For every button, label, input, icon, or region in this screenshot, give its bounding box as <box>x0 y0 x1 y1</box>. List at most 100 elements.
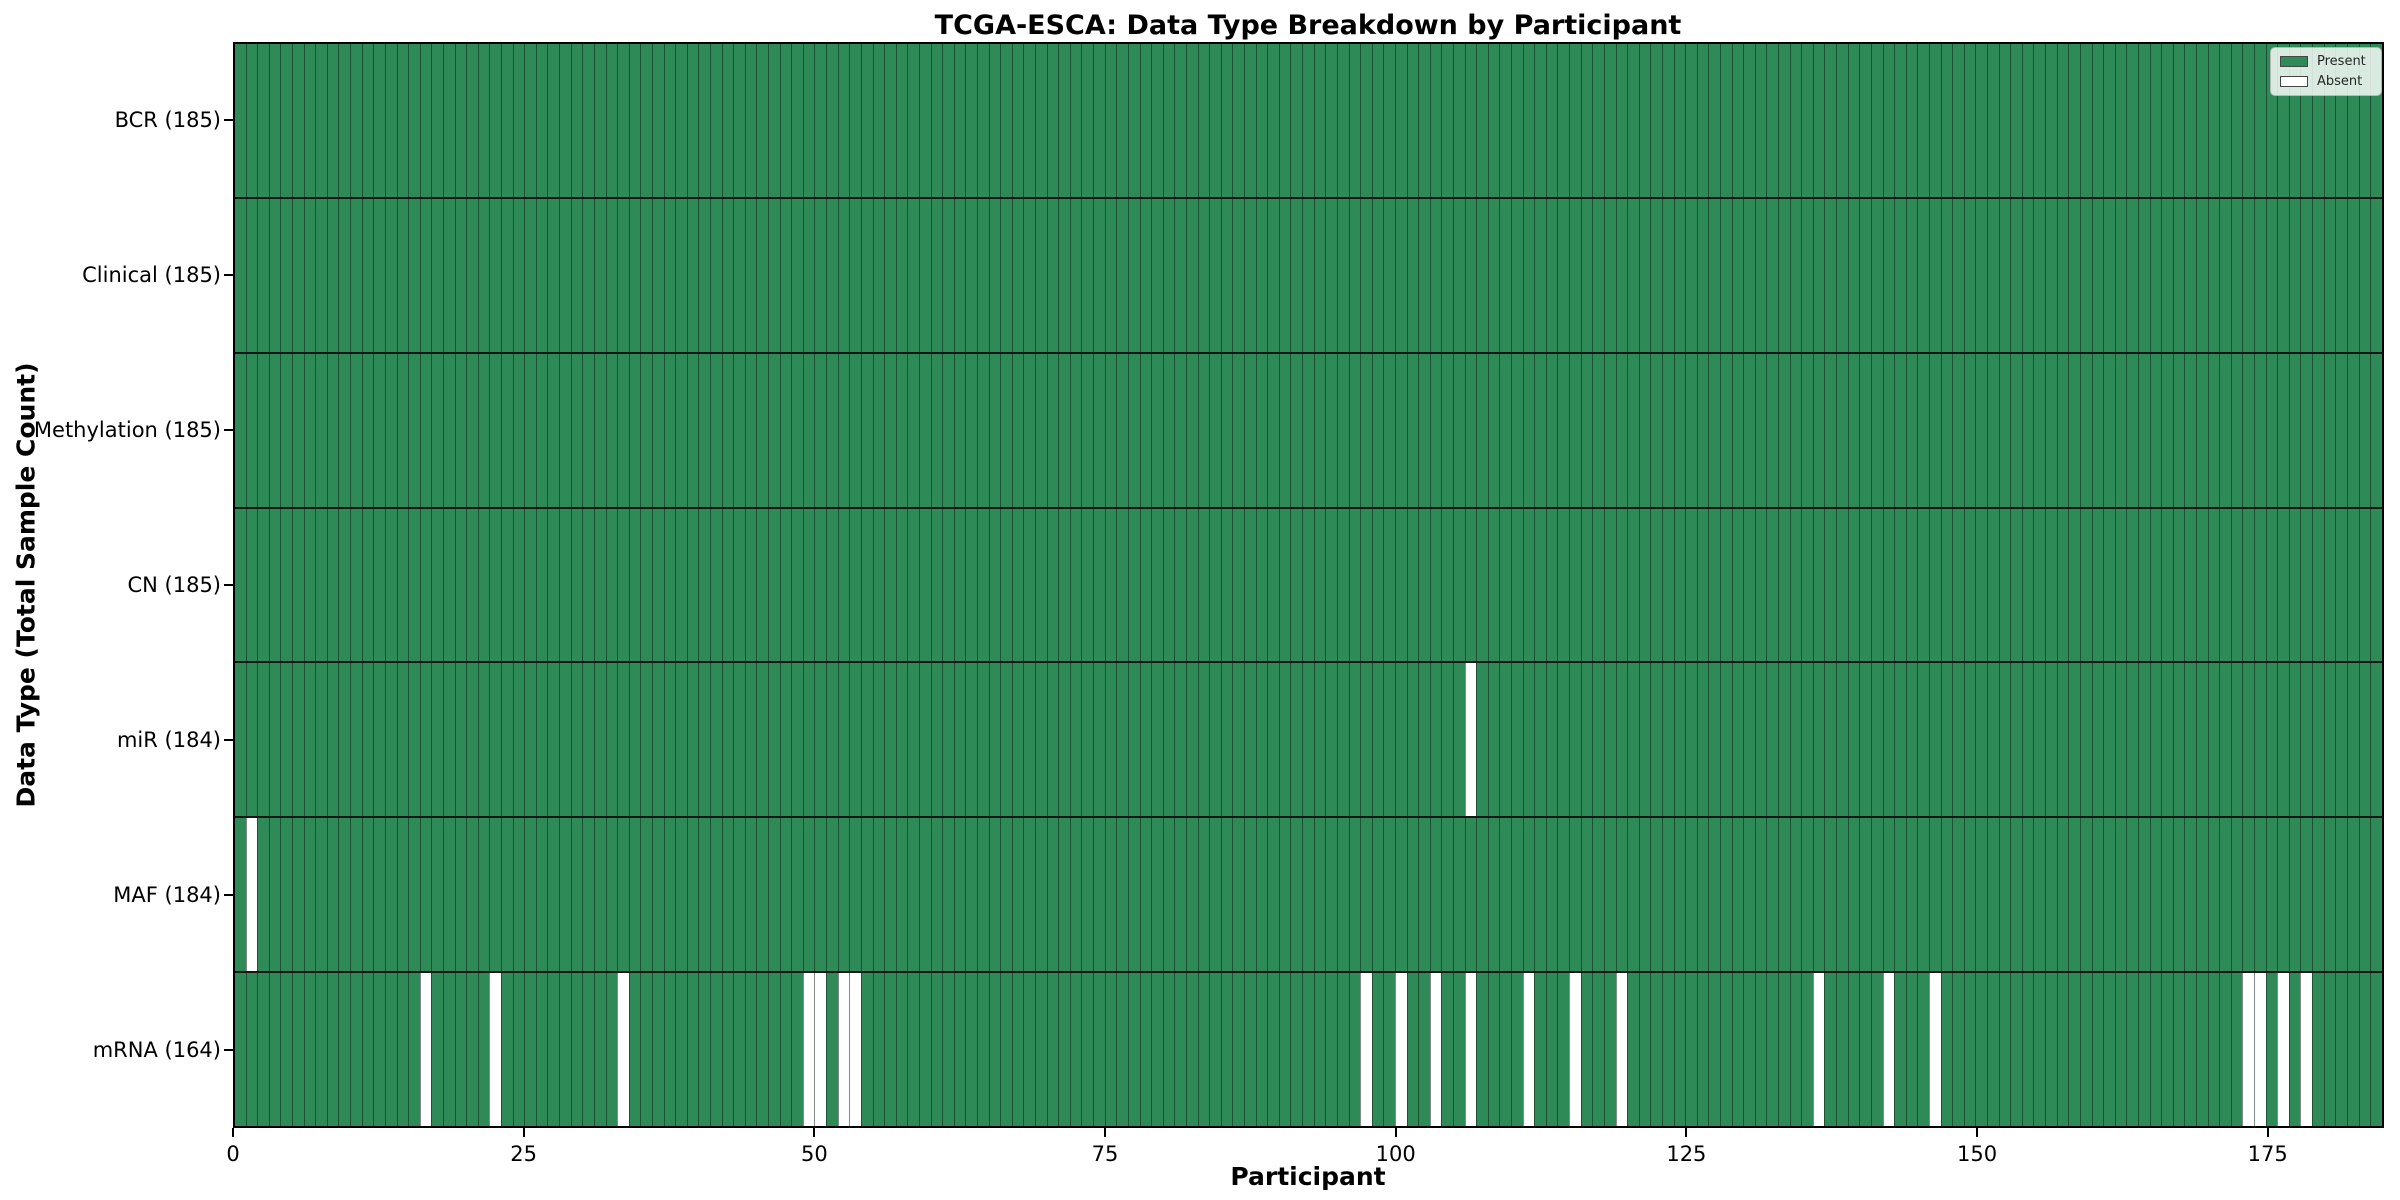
present-cell <box>640 44 652 197</box>
present-cell <box>709 818 722 972</box>
present-cell <box>1905 198 1918 352</box>
present-cell <box>640 818 652 972</box>
present-cell <box>1151 44 1163 197</box>
present-cell <box>1975 508 1988 662</box>
present-cell <box>235 198 246 352</box>
present-cell <box>350 818 362 972</box>
present-cell <box>698 508 710 662</box>
present-cell <box>1499 198 1512 352</box>
present-cell <box>918 818 931 972</box>
present-cell <box>466 353 478 507</box>
present-cell <box>1696 973 1709 1127</box>
present-cell <box>1336 44 1349 197</box>
present-cell <box>1011 818 1024 972</box>
present-cell <box>2323 44 2336 197</box>
present-cell <box>872 508 885 662</box>
present-cell <box>2079 353 2092 507</box>
present-cell <box>1557 44 1570 197</box>
present-cell <box>1325 44 1337 197</box>
present-cell <box>1197 818 1210 972</box>
present-cell <box>570 44 583 197</box>
present-cell <box>1685 44 1697 197</box>
present-cell <box>512 198 525 352</box>
present-cell <box>593 44 606 197</box>
present-cell <box>1638 818 1651 972</box>
present-cell <box>1812 353 1825 507</box>
heatmap-row-BCR <box>235 44 2382 199</box>
heatmap-row-Clinical <box>235 198 2382 354</box>
present-cell <box>396 44 409 197</box>
present-cell <box>698 353 710 507</box>
present-cell <box>907 818 919 972</box>
present-cell <box>2184 198 2196 352</box>
present-cell <box>1836 508 1848 662</box>
present-cell <box>1185 973 1198 1127</box>
present-cell <box>1836 818 1848 972</box>
present-cell <box>2021 973 2034 1127</box>
present-cell <box>2195 973 2208 1127</box>
present-cell <box>1452 353 1465 507</box>
present-cell <box>988 353 1001 507</box>
present-cell <box>1116 663 1128 817</box>
present-cell <box>1209 198 1221 352</box>
present-cell <box>1139 508 1152 662</box>
absent-cell <box>245 818 258 972</box>
present-cell <box>535 663 548 817</box>
present-cell <box>1011 353 1024 507</box>
heatmap-row-Methylation <box>235 353 2382 509</box>
present-cell <box>1522 508 1535 662</box>
present-cell <box>1905 818 1918 972</box>
present-cell <box>1058 508 1070 662</box>
present-cell <box>953 973 966 1127</box>
present-cell <box>768 818 780 972</box>
present-cell <box>1603 508 1616 662</box>
present-cell <box>1511 973 1523 1127</box>
present-cell <box>1162 198 1175 352</box>
present-cell <box>698 973 710 1127</box>
present-cell <box>582 353 594 507</box>
present-cell <box>454 818 467 972</box>
present-cell <box>651 818 664 972</box>
present-cell <box>1870 973 1883 1127</box>
present-cell <box>1069 818 1082 972</box>
present-cell <box>315 973 327 1127</box>
present-cell <box>1557 508 1570 662</box>
present-cell <box>918 44 931 197</box>
present-cell <box>2277 198 2289 352</box>
present-cell <box>547 44 560 197</box>
absent-cell <box>2300 973 2313 1127</box>
present-cell <box>1476 198 1488 352</box>
present-cell <box>1615 44 1628 197</box>
present-cell <box>1720 44 1732 197</box>
present-cell <box>2207 508 2220 662</box>
absent-cell <box>1464 973 1477 1127</box>
present-cell <box>1627 353 1639 507</box>
present-cell <box>1870 44 1883 197</box>
present-cell <box>907 508 919 662</box>
present-cell <box>2126 508 2138 662</box>
present-cell <box>1963 508 1976 662</box>
present-cell <box>1011 508 1024 662</box>
present-cell <box>280 44 293 197</box>
absent-cell <box>1882 973 1895 1127</box>
x-tick-mark <box>232 1128 234 1137</box>
present-cell <box>2126 44 2138 197</box>
present-cell <box>268 353 281 507</box>
present-cell <box>1023 44 1036 197</box>
present-cell <box>826 198 838 352</box>
present-cell <box>1778 198 1790 352</box>
present-cell <box>733 818 745 972</box>
present-cell <box>907 44 919 197</box>
present-cell <box>1104 973 1117 1127</box>
present-cell <box>860 198 873 352</box>
present-cell <box>1766 818 1779 972</box>
x-tick-label-75: 75 <box>1091 1142 1119 1166</box>
present-cell <box>1731 973 1744 1127</box>
present-cell <box>2161 353 2173 507</box>
present-cell <box>350 508 362 662</box>
present-cell <box>733 198 745 352</box>
present-cell <box>1023 663 1036 817</box>
present-cell <box>2288 198 2301 352</box>
present-cell <box>686 973 699 1127</box>
present-cell <box>1731 818 1744 972</box>
